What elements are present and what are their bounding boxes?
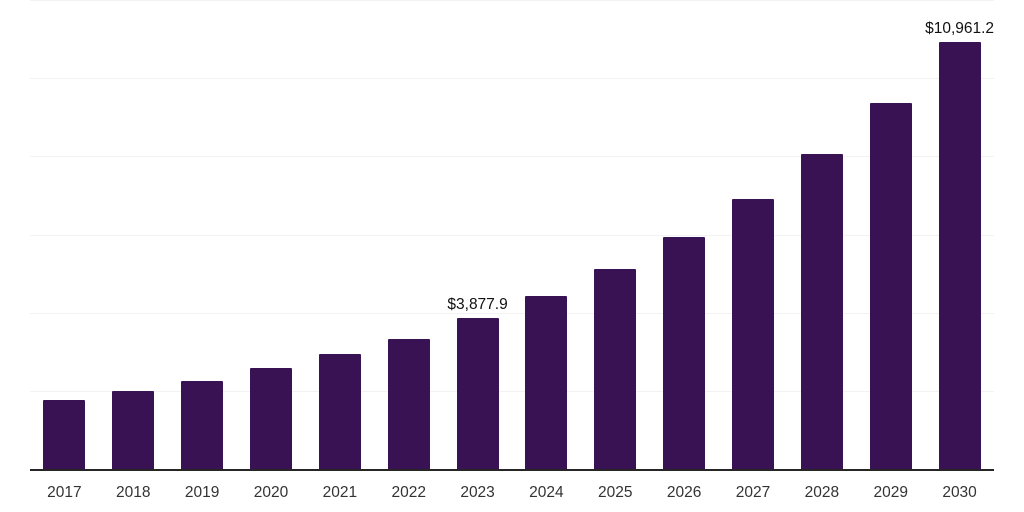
x-tick-label-2028: 2028 xyxy=(804,484,840,501)
bar-2027 xyxy=(732,199,774,470)
x-tick-label-2023: 2023 xyxy=(460,484,495,501)
bar-2020 xyxy=(250,368,292,470)
x-tick-label-2022: 2022 xyxy=(391,484,426,501)
x-tick-label-2026: 2026 xyxy=(666,484,702,501)
bar-2029 xyxy=(869,102,912,470)
x-axis-line xyxy=(30,469,994,471)
x-tick-label-2017: 2017 xyxy=(47,484,82,501)
x-tick-label-2020: 2020 xyxy=(253,484,289,501)
gridline xyxy=(30,0,994,1)
bar-2023 xyxy=(456,318,499,470)
bar-2030 xyxy=(938,41,981,470)
bar-2022 xyxy=(387,339,430,470)
bar-2018 xyxy=(112,391,155,470)
x-tick-label-2025: 2025 xyxy=(598,484,633,501)
gridline xyxy=(30,78,994,80)
x-tick-label-2029: 2029 xyxy=(873,484,908,501)
bar-2026 xyxy=(663,237,706,470)
bar-2021 xyxy=(318,354,361,470)
x-tick-label-2027: 2027 xyxy=(735,484,771,501)
gridline xyxy=(30,234,994,236)
bar-2025 xyxy=(594,268,637,470)
gridline xyxy=(30,390,994,392)
x-tick-label-2030: 2030 xyxy=(942,484,977,501)
x-tick-label-2021: 2021 xyxy=(322,484,358,501)
bar-2017 xyxy=(43,400,86,470)
gridline xyxy=(30,156,994,158)
bar-2028 xyxy=(800,154,843,470)
x-tick-label-2019: 2019 xyxy=(184,484,220,501)
data-label-2023: $3,877.9 xyxy=(447,296,508,314)
data-label-2030: $10,961.2 xyxy=(925,19,995,37)
bar-2019 xyxy=(181,381,224,470)
gridline xyxy=(30,312,994,314)
x-tick-label-2018: 2018 xyxy=(116,484,151,501)
x-tick-label-2024: 2024 xyxy=(529,484,564,501)
bar-2024 xyxy=(525,295,568,470)
